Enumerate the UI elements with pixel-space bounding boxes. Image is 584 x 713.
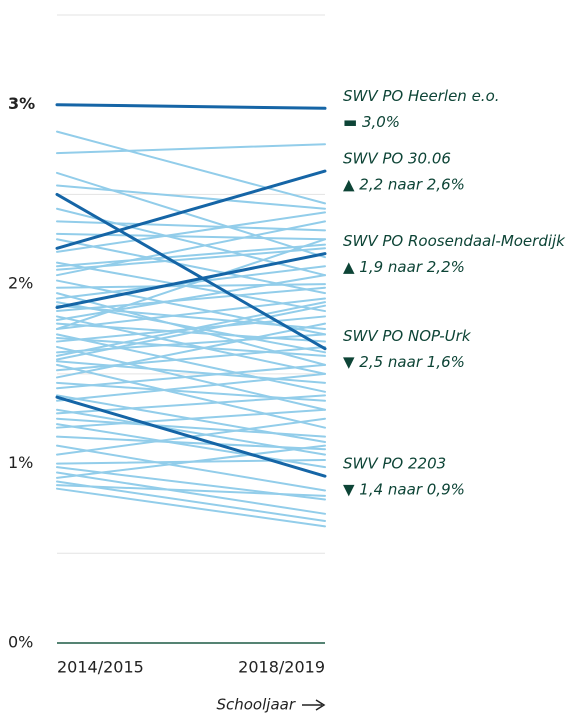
- line: [56, 471, 326, 515]
- line: [56, 394, 326, 415]
- line: [56, 435, 326, 451]
- line: [56, 297, 326, 330]
- line: [56, 283, 326, 289]
- series-change: ▼ 1,4 naar 0,9%: [343, 481, 465, 499]
- x-tick-label: 2014/2015: [57, 658, 144, 677]
- highlight-line: [55, 169, 327, 250]
- line: [56, 333, 326, 393]
- series-change: ▲ 2,2 naar 2,6%: [343, 176, 465, 194]
- line: [56, 143, 326, 155]
- axis-arrow: [302, 699, 326, 711]
- line: [56, 444, 326, 479]
- highlight-line: [55, 395, 327, 478]
- line: [56, 363, 326, 390]
- line: [56, 372, 326, 402]
- line: [56, 274, 326, 322]
- line: [56, 322, 326, 379]
- y-tick-label: 2%: [8, 274, 33, 293]
- line: [56, 336, 326, 357]
- line: [56, 265, 326, 300]
- x-axis-label: Schooljaar: [216, 696, 295, 713]
- line: [56, 484, 326, 497]
- highlight-line: [55, 252, 327, 309]
- line: [56, 408, 326, 429]
- line: [56, 211, 326, 253]
- line: [56, 301, 326, 354]
- series-change: ▲ 1,9 naar 2,2%: [343, 258, 465, 276]
- line: [56, 238, 326, 330]
- series-label: SWV PO 30.06: [343, 150, 451, 168]
- line: [56, 130, 326, 205]
- line: [56, 480, 326, 522]
- line: [56, 487, 326, 528]
- line: [56, 363, 326, 429]
- highlight-line: [55, 192, 327, 351]
- line: [56, 333, 326, 354]
- line: [56, 345, 326, 372]
- line: [56, 184, 326, 210]
- y-tick-label: 0%: [8, 633, 33, 652]
- line: [56, 220, 326, 232]
- series-label: SWV PO Roosendaal-Moerdijk: [343, 232, 566, 250]
- series-label: SWV PO 2203: [343, 455, 446, 473]
- line: [56, 444, 326, 492]
- line: [56, 286, 326, 313]
- highlight-line: [55, 103, 327, 110]
- line: [56, 304, 326, 361]
- line: [56, 171, 326, 259]
- y-tick-label: 3%: [8, 94, 35, 113]
- line: [56, 247, 326, 271]
- line: [56, 417, 326, 438]
- x-tick-label: 2018/2019: [238, 658, 325, 677]
- line: [56, 301, 326, 357]
- line: [56, 243, 326, 268]
- y-tick-label: 1%: [8, 453, 33, 472]
- series-label: SWV PO NOP-Urk: [343, 327, 472, 345]
- series-change: ▬ 3,0%: [343, 113, 400, 131]
- series-label: SWV PO Heerlen e.o.: [343, 87, 500, 105]
- series-change: ▼ 2,5 naar 1,6%: [343, 353, 465, 371]
